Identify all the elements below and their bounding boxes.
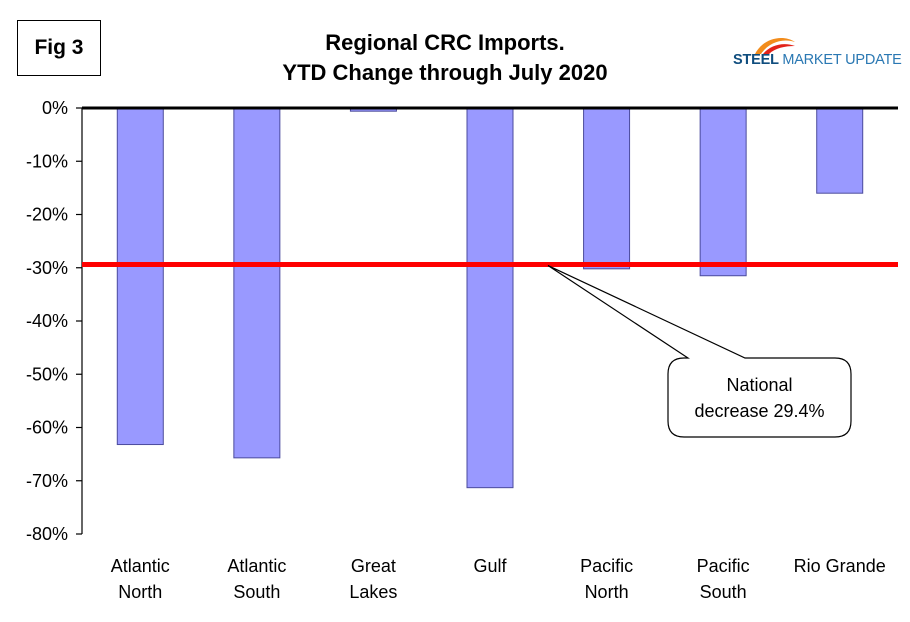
category-label: Gulf bbox=[473, 556, 507, 576]
bar bbox=[116, 107, 164, 446]
chart-title-line1: Regional CRC Imports. bbox=[325, 30, 565, 55]
brand-word-market-update: MARKET UPDATE bbox=[782, 52, 902, 68]
figure-label: Fig 3 bbox=[17, 20, 101, 76]
y-tick-label: -40% bbox=[26, 311, 68, 331]
bars bbox=[116, 107, 864, 489]
chart-title-line2: YTD Change through July 2020 bbox=[282, 60, 608, 85]
category-labels: Atlantic North Atlantic South Great Lakes Gulf… bbox=[111, 556, 886, 602]
category-label: North bbox=[118, 582, 162, 602]
y-tick-label: -20% bbox=[26, 205, 68, 225]
category-label: Pacific bbox=[580, 556, 633, 576]
chart-title: Regional CRC Imports. YTD Change through… bbox=[250, 28, 640, 88]
y-tick-label: -50% bbox=[26, 364, 68, 384]
category-label: South bbox=[700, 582, 747, 602]
y-tick-label: -70% bbox=[26, 471, 68, 491]
y-tick-label: -60% bbox=[26, 418, 68, 438]
bar bbox=[816, 107, 864, 194]
bar bbox=[466, 107, 514, 489]
y-tick-label: -10% bbox=[26, 151, 68, 171]
bar bbox=[583, 107, 631, 270]
brand-logo: STEEL MARKET UPDATE bbox=[733, 36, 902, 80]
category-label: Great bbox=[351, 556, 396, 576]
y-tick-label: 0% bbox=[42, 98, 68, 118]
category-label: South bbox=[233, 582, 280, 602]
y-tick-label: -30% bbox=[26, 258, 68, 278]
annotation-line1: National bbox=[726, 375, 792, 395]
annotation-callout-box bbox=[547, 265, 852, 438]
annotation-line2: decrease 29.4% bbox=[694, 401, 824, 421]
annotation-callout: National decrease 29.4% bbox=[547, 265, 852, 438]
y-axis: 0% -10% -20% -30% -40% -50% -60% -70% -80% bbox=[26, 98, 83, 544]
brand-logo-text: STEEL MARKET UPDATE bbox=[733, 52, 902, 68]
category-label: Atlantic bbox=[227, 556, 286, 576]
category-label: Pacific bbox=[697, 556, 750, 576]
swoosh-logo-icon bbox=[755, 38, 795, 54]
y-tick-label: -80% bbox=[26, 524, 68, 544]
category-label: Atlantic bbox=[111, 556, 170, 576]
category-label: Lakes bbox=[349, 582, 397, 602]
brand-word-steel: STEEL bbox=[733, 52, 779, 68]
category-label: North bbox=[585, 582, 629, 602]
bar bbox=[699, 107, 747, 277]
category-label: Rio Grande bbox=[794, 556, 886, 576]
bar bbox=[233, 107, 281, 459]
